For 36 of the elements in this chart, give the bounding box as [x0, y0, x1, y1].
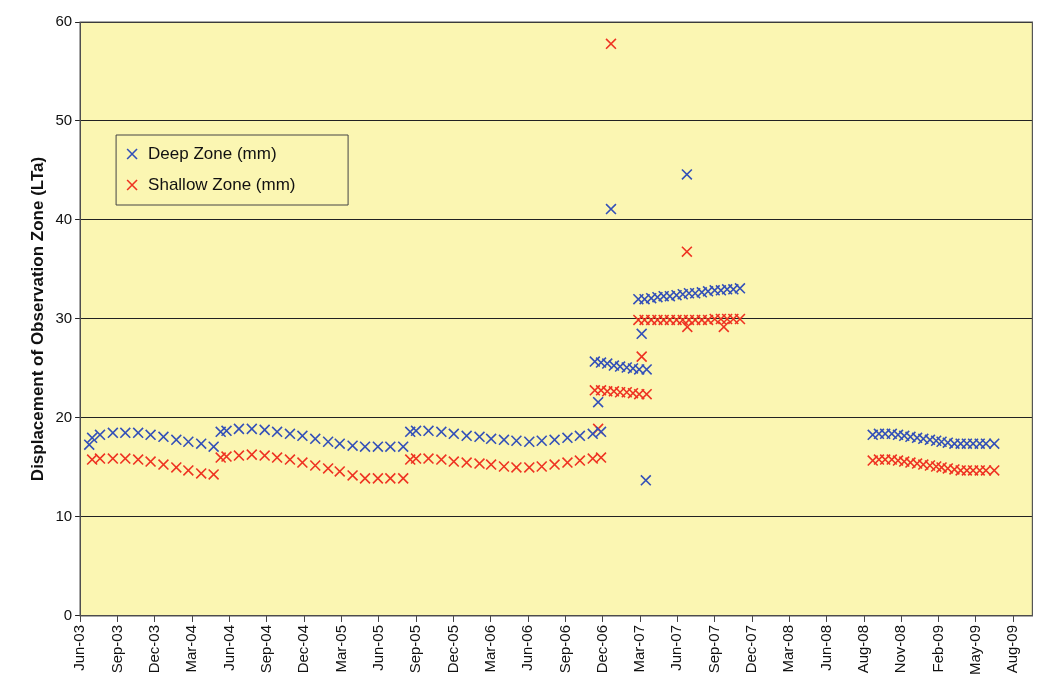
- y-tick-label: 30: [55, 309, 73, 327]
- x-tick-label: Mar-06: [480, 624, 498, 673]
- x-tick-label: Jun-08: [816, 624, 834, 671]
- x-tick-label: Dec-04: [294, 624, 312, 674]
- y-tick-label: 50: [55, 111, 73, 129]
- y-axis-title: Displacement of Observation Zone (LTa): [27, 156, 47, 482]
- x-tick-label: Sep-05: [406, 624, 424, 674]
- x-tick-label: Aug-08: [854, 624, 872, 674]
- x-tick-label: Jun-06: [518, 624, 536, 671]
- x-tick-label: Mar-05: [331, 624, 349, 673]
- x-tick-label: May-09: [966, 624, 984, 676]
- x-tick-label: Mar-07: [630, 624, 648, 673]
- legend-label: Deep Zone (mm): [148, 143, 277, 163]
- x-tick-label: Mar-08: [779, 624, 797, 673]
- x-tick-label: Sep-06: [555, 624, 573, 674]
- x-tick-label: Jun-07: [667, 624, 685, 671]
- x-tick-label: Feb-09: [928, 624, 946, 673]
- x-tick-label: Jun-04: [219, 624, 237, 671]
- x-tick-label: Mar-04: [182, 624, 200, 673]
- legend-label: Shallow Zone (mm): [148, 174, 296, 194]
- x-tick-label: Sep-03: [107, 624, 125, 674]
- x-tick-label: Jun-03: [70, 624, 88, 671]
- y-tick-label: 40: [55, 210, 73, 228]
- x-tick-label: Sep-04: [256, 624, 274, 674]
- x-tick-label: Dec-05: [443, 624, 461, 674]
- x-tick-label: Dec-07: [742, 624, 760, 674]
- x-tick-label: Jun-05: [368, 624, 386, 671]
- y-tick-label: 10: [55, 507, 73, 525]
- y-tick-label: 60: [55, 12, 73, 30]
- y-tick-label: 0: [63, 606, 73, 624]
- x-tick-label: Nov-08: [891, 624, 909, 674]
- x-tick-label: Dec-06: [592, 624, 610, 674]
- x-tick-label: Sep-07: [704, 624, 722, 674]
- x-tick-label: Dec-03: [144, 624, 162, 674]
- y-tick-label: 20: [55, 408, 73, 426]
- x-tick-label: Aug-09: [1003, 624, 1021, 674]
